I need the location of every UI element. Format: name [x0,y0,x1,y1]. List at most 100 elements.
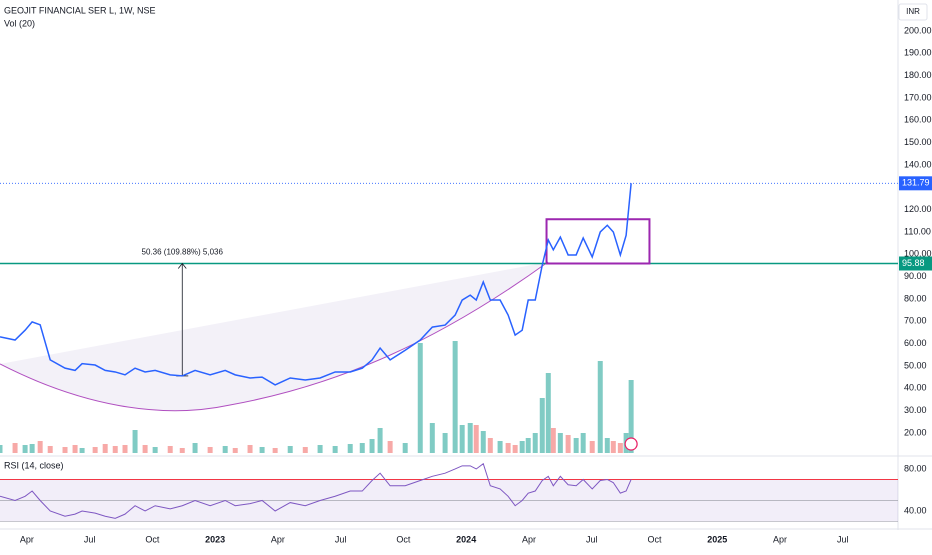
volume-bar [22,445,28,453]
last-price-label: 131.79 [902,178,930,188]
y-tick-label: 80.00 [904,293,927,303]
volume-bar [473,425,479,453]
volume-bar [597,361,603,453]
volume-bar [369,439,375,453]
volume-bar [47,446,53,453]
y-tick-label: 60.00 [904,338,927,348]
volume-bar [37,441,43,453]
y-tick-label: 50.00 [904,360,927,370]
support-label: 95.88 [902,258,925,268]
volume-bar [207,447,213,453]
volume-bar [532,433,538,453]
volume-bar [610,441,616,453]
volume-bar [545,373,551,453]
y-tick-label: 40.00 [904,383,927,393]
volume-bar [580,433,586,453]
volume-bar [429,423,435,453]
y-tick-label: 20.00 [904,427,927,437]
volume-bar [480,431,486,453]
rsi-tick-label: 40.00 [904,505,927,515]
x-tick-label: 2023 [205,534,225,544]
volume-bar [557,433,563,453]
volume-bar [550,428,556,453]
volume-bar [565,435,571,453]
volume-bar [102,444,108,453]
volume-bar [122,445,128,453]
y-tick-label: 180.00 [904,70,932,80]
x-tick-label: Oct [647,534,662,544]
x-tick-label: Apr [20,534,34,544]
volume-bar [152,447,158,453]
volume-bar [573,438,579,453]
y-tick-label: 90.00 [904,271,927,281]
volume-bar [467,423,473,453]
price-line [0,183,632,386]
volume-bar [92,447,98,453]
volume-bar [232,448,238,453]
volume-bar [442,433,448,453]
y-tick-label: 190.00 [904,48,932,58]
y-tick-label: 160.00 [904,115,932,125]
y-tick-label: 110.00 [904,226,931,236]
x-tick-label: 2025 [707,534,727,544]
y-tick-label: 70.00 [904,316,927,326]
volume-bar [72,445,78,453]
volume-bar [167,446,173,453]
volume-bar [332,446,338,453]
volume-bar [628,380,634,453]
x-tick-label: Apr [522,534,536,544]
volume-bar [179,448,185,453]
volume-bar [12,443,18,453]
currency-box[interactable] [898,3,928,21]
rsi-line [0,462,632,519]
volume-bar [589,441,595,453]
volume-bar [259,447,265,453]
volume-label: Vol (20) [4,18,35,28]
volume-bar [192,443,198,453]
volume-bar [617,443,623,453]
volume-bar [512,445,518,453]
consolidation-box [545,218,651,265]
volume-bar [29,444,35,453]
arrow-head [177,262,187,269]
volume-bar [377,428,383,453]
volume-bar [142,445,148,453]
x-tick-label: Oct [145,534,160,544]
y-tick-label: 170.00 [904,92,932,102]
rsi-tick-label: 80.00 [904,463,927,473]
y-tick-label: 30.00 [904,405,927,415]
volume-bar [287,446,293,453]
support-label-box [899,256,932,271]
x-tick-label: 2024 [456,534,476,544]
y-tick-label: 100.00 [904,249,932,259]
last-price-box [899,176,932,191]
volume-bar [0,445,3,453]
volume-bar [417,343,423,453]
volume-bar [347,444,353,453]
x-tick-label: Apr [773,534,787,544]
volume-bar [387,441,393,453]
volume-bar [247,445,253,453]
volume-bar [222,446,228,453]
x-tick-label: Oct [396,534,411,544]
volume-bar [525,438,531,453]
volume-bar [519,441,525,453]
y-tick-label: 150.00 [904,137,932,147]
x-tick-label: Jul [335,534,347,544]
volume-bar [459,425,465,453]
x-tick-label: Jul [84,534,96,544]
volume-bar [79,448,85,453]
y-tick-label: 200.00 [904,25,932,35]
volume-bar [112,446,118,453]
volume-bar [302,447,308,453]
chart-title: GEOJIT FINANCIAL SER L, 1W, NSE [4,5,156,15]
y-tick-label: 120.00 [904,204,932,214]
volume-bar [402,443,408,453]
volume-bar [452,341,458,453]
volume-bar [62,447,68,453]
y-tick-label: 140.00 [904,159,932,169]
x-tick-label: Apr [271,534,285,544]
volume-bar [272,448,278,453]
